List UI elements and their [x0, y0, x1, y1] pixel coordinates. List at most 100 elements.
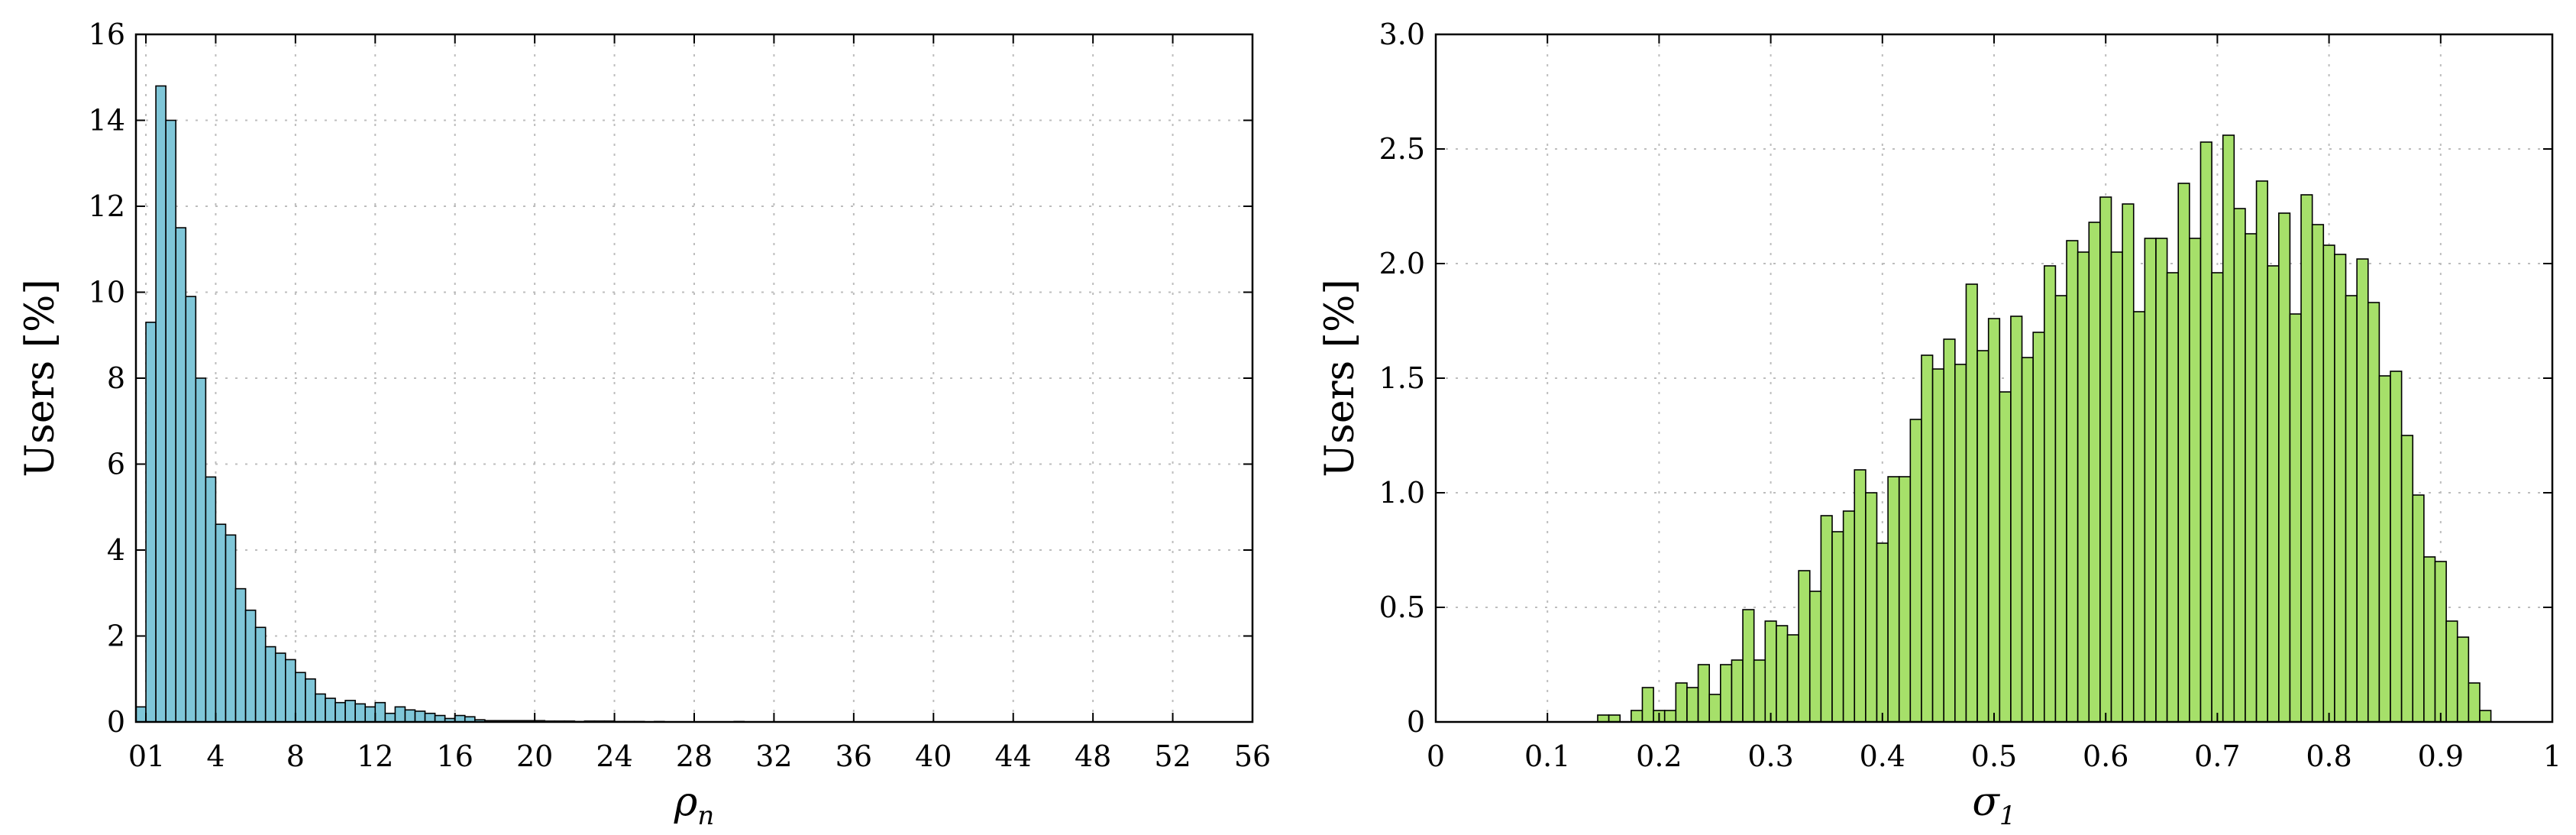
- chart-0-x-tick-label: 48: [1075, 740, 1111, 773]
- chart-0-bar: [295, 672, 306, 723]
- chart-0-x-tick-label: 4: [206, 740, 225, 773]
- chart-1-bar: [2021, 357, 2034, 723]
- chart-0-y-tick-label: 0: [107, 705, 125, 739]
- chart-1-bar: [2479, 710, 2492, 723]
- chart-1-x-tick-label: 0: [1427, 740, 1445, 773]
- chart-0-bar: [165, 119, 177, 723]
- chart-0-bar: [285, 659, 296, 723]
- chart-1-bar: [2245, 233, 2258, 723]
- chart-0-bar: [414, 710, 426, 723]
- chart-1-bar: [2400, 435, 2414, 723]
- chart-1-bar: [2278, 212, 2291, 723]
- chart-0-x-axis-symbol: ρ: [674, 779, 698, 825]
- chart-1-bar: [2099, 196, 2112, 723]
- chart-0-bar: [145, 322, 157, 723]
- chart-1-bar: [2132, 311, 2146, 723]
- chart-1-x-tick-label: 0.9: [2418, 740, 2464, 773]
- chart-0-y-tick-label: 14: [89, 104, 125, 138]
- chart-0-x-tick-label: 56: [1234, 740, 1271, 773]
- chart-1-x-axis-symbol: σ: [1972, 779, 2000, 825]
- chart-1-x-tick-label: 0.1: [1524, 740, 1570, 773]
- chart-0-bar: [254, 626, 267, 723]
- chart-1-y-axis-title: Users [%]: [1317, 279, 1363, 477]
- chart-1-bar: [1842, 510, 1856, 723]
- chart-0-x-tick-label: 16: [437, 740, 474, 773]
- chart-1-bar: [1965, 283, 1978, 723]
- chart-0-y-axis-title: Users [%]: [18, 279, 63, 477]
- chart-1-bar: [2054, 295, 2067, 723]
- chart-1-bar: [1921, 354, 1934, 723]
- chart-1-bar: [2177, 183, 2190, 723]
- chart-0-bar: [305, 678, 316, 723]
- chart-1-y-tick-label: 0: [1407, 705, 1425, 739]
- chart-1-y-tick-label: 1.5: [1379, 361, 1425, 395]
- chart-1-bar: [2110, 251, 2123, 723]
- chart-1-bar: [2378, 375, 2391, 723]
- chart-1-bar: [2423, 556, 2436, 723]
- chart-0-bar: [354, 703, 367, 723]
- chart-1-x-tick-label: 1: [2543, 740, 2561, 773]
- chart-1-bar: [1731, 659, 1744, 723]
- chart-1-bar: [1753, 659, 1766, 723]
- chart-1-bar: [2345, 295, 2358, 723]
- chart-1-y-tick-label: 2.0: [1379, 247, 1425, 280]
- chart-1-bar: [2189, 238, 2202, 723]
- chart-0-bar: [404, 709, 416, 723]
- chart-0-y-tick-label: 12: [89, 189, 125, 223]
- chart-1-bar: [1798, 570, 1811, 723]
- chart-1-x-axis-subscript: 1: [1999, 801, 2016, 831]
- chart-0-bar: [434, 714, 446, 723]
- chart-1-y-tick-label: 3.0: [1379, 18, 1425, 51]
- chart-1-x-tick-label: 0.7: [2194, 740, 2240, 773]
- chart-0-x-tick-label: 8: [286, 740, 305, 773]
- chart-1-bar: [1663, 710, 1677, 723]
- chart-0-bar: [234, 587, 247, 723]
- chart-1-bar: [2255, 180, 2268, 723]
- chart-0-bar: [195, 377, 207, 723]
- chart-0-bar: [225, 534, 237, 723]
- chart-0-x-tick-label: 20: [516, 740, 553, 773]
- chart-0-bar: [454, 714, 466, 723]
- chart-0-bar: [274, 652, 286, 723]
- chart-1-bar: [2032, 332, 2045, 723]
- chart-0-x-tick-label: 52: [1154, 740, 1191, 773]
- chart-1-bar: [2367, 302, 2380, 723]
- chart-0-y-tick-label: 2: [107, 620, 125, 653]
- chart-1-bar: [2322, 244, 2335, 723]
- chart-1-x-tick-label: 0.3: [1747, 740, 1793, 773]
- chart-1-bar: [2311, 224, 2325, 723]
- chart-1-y-tick-label: 2.5: [1379, 132, 1425, 166]
- rho-histogram-panel: 01 4 8 12 16 20 24 28 32 36 40 44 48 52 56024681012141…: [18, 18, 1271, 831]
- chart-1-bar: [2144, 238, 2157, 723]
- chart-1-bar: [1876, 542, 1889, 723]
- chart-1-x-tick-label: 0.6: [2083, 740, 2128, 773]
- chart-1-x-tick-label: 0.4: [1860, 740, 1905, 773]
- chart-1-bar: [1909, 419, 1922, 723]
- chart-1-bar: [1943, 338, 1956, 723]
- chart-0-bar: [205, 476, 217, 723]
- chart-1-bar: [2334, 254, 2347, 723]
- chart-0-x-tick-label: 40: [915, 740, 952, 773]
- chart-1-x-axis-title: σ1: [1972, 779, 2015, 831]
- chart-1-bar: [2122, 203, 2135, 723]
- chart-1-bar: [2356, 258, 2369, 723]
- chart-1-bar: [1697, 664, 1710, 723]
- chart-0-bar: [424, 712, 436, 723]
- chart-0-x-axis-subscript: n: [697, 801, 714, 831]
- chart-1-bar: [2445, 620, 2458, 723]
- chart-1-bar: [2233, 208, 2246, 723]
- chart-1-bar: [2468, 682, 2481, 723]
- chart-0-x-tick-label: 36: [836, 740, 872, 773]
- chart-1-bar: [2300, 194, 2313, 723]
- chart-1-y-tick-label: 1.0: [1379, 476, 1425, 510]
- chart-1-bar: [2155, 238, 2168, 723]
- chart-1-bar: [2066, 240, 2079, 723]
- chart-0-bar: [335, 701, 346, 723]
- chart-1-bar: [1898, 476, 1912, 723]
- chart-0-y-tick-label: 4: [107, 533, 125, 567]
- chart-1-bar: [1597, 714, 1610, 723]
- chart-1-x-tick-label: 0.5: [1971, 740, 2017, 773]
- chart-1-bar: [1641, 687, 1654, 723]
- chart-0-bar: [394, 706, 406, 723]
- chart-1-bar: [1631, 710, 1644, 723]
